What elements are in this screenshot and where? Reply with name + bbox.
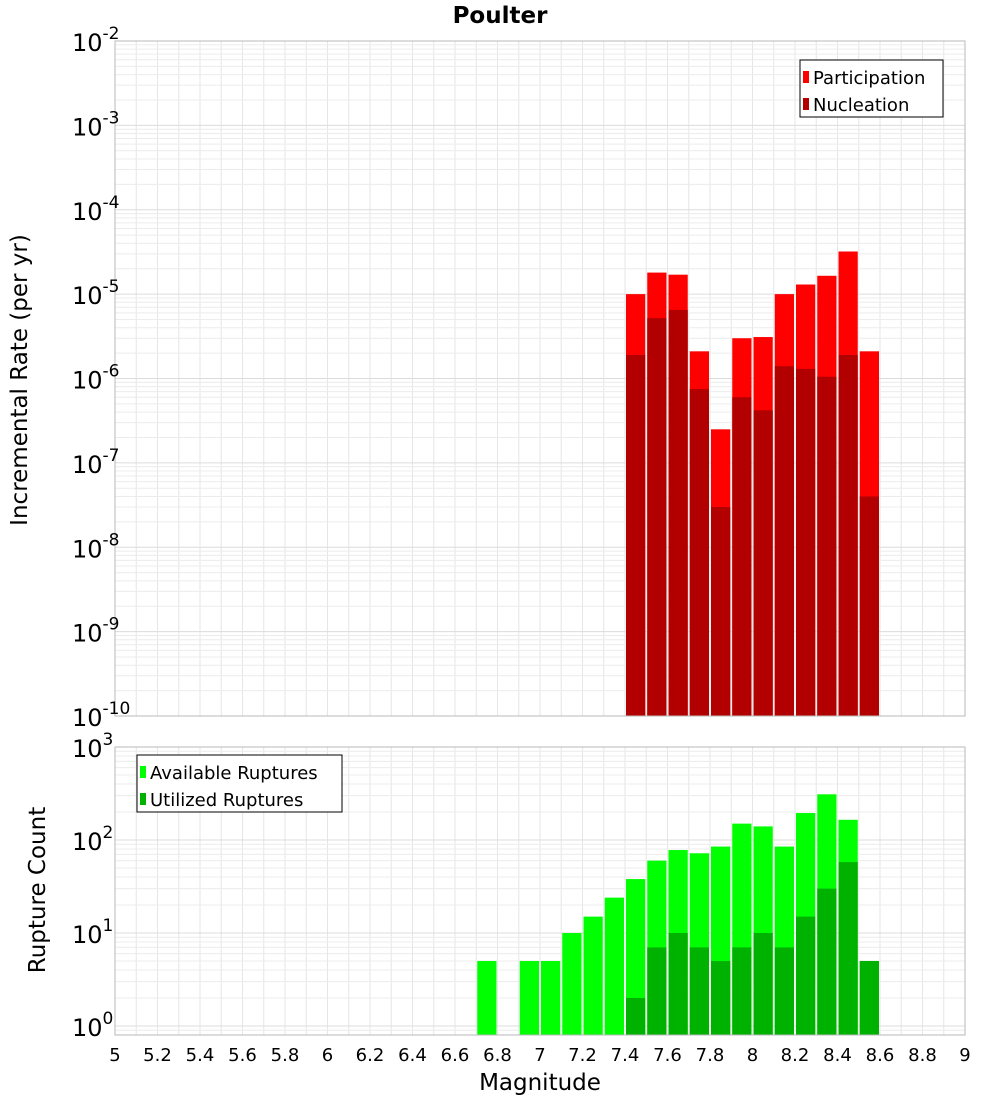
- count-bar: [859, 960, 879, 1035]
- y-tick-label: 10-3: [72, 108, 120, 141]
- x-axis-title: Magnitude: [479, 1070, 601, 1096]
- legend-swatch: [140, 793, 146, 805]
- legend-label: Nucleation: [813, 95, 909, 116]
- rate-bar: [711, 506, 731, 716]
- count-bar: [817, 888, 837, 1035]
- y-tick-label: 102: [72, 823, 113, 856]
- rate-bar: [647, 318, 667, 716]
- rate-bar: [668, 309, 688, 716]
- count-bar: [562, 932, 582, 1035]
- legend-label: Available Ruptures: [150, 763, 318, 784]
- rate-gridlines: [114, 41, 966, 717]
- x-tick-label: 8.4: [823, 1045, 852, 1066]
- rate-bar: [732, 397, 752, 716]
- x-tick-label: 7.8: [696, 1045, 725, 1066]
- rate-bar: [753, 410, 773, 716]
- count-bar: [626, 879, 646, 1035]
- rate-bar: [796, 368, 816, 716]
- count-bar: [732, 947, 752, 1035]
- count-bar: [774, 947, 794, 1035]
- count-bar: [838, 861, 858, 1035]
- y-tick-label: 10-8: [72, 530, 120, 563]
- x-tick-label: 8: [747, 1045, 758, 1066]
- y-axis-title: Rupture Count: [25, 807, 51, 973]
- x-tick-label: 8.8: [908, 1045, 937, 1066]
- count-bar: [689, 947, 709, 1035]
- chart-title: Poulter: [453, 3, 549, 29]
- x-tick-label: 7.4: [611, 1045, 640, 1066]
- count-bar: [519, 960, 539, 1035]
- series-utilized-ruptures: [626, 861, 879, 1035]
- x-tick-label: 6: [322, 1045, 333, 1066]
- x-tick-label: 5: [109, 1045, 120, 1066]
- rate-bar: [838, 354, 858, 716]
- x-tick-label: 6.2: [356, 1045, 385, 1066]
- count-plot-frame: [114, 746, 966, 1036]
- rate-bar: [626, 354, 646, 716]
- legend-swatch: [803, 98, 809, 110]
- count-bar: [753, 932, 773, 1035]
- legend-label: Utilized Ruptures: [150, 790, 303, 811]
- x-tick-label: 7: [534, 1045, 545, 1066]
- rate-legend: Participation Nucleation: [799, 59, 944, 118]
- y-axis-title: Incremental Rate (per yr): [7, 234, 33, 526]
- count-bar: [796, 916, 816, 1035]
- count-bar: [541, 960, 561, 1035]
- count-legend: Available Ruptures Utilized Ruptures: [136, 754, 343, 813]
- x-tick-label: 6.6: [441, 1045, 470, 1066]
- count-bar: [583, 916, 603, 1035]
- bottom-plot-rupture-count: 100 101 102 103 Rupture Count 5 5.2 5.4 5.6 5.8 6 6…: [25, 730, 971, 1066]
- x-tick-label: 5.6: [228, 1045, 257, 1066]
- legend-box: [799, 59, 944, 118]
- x-tick-label: 5.2: [143, 1045, 172, 1066]
- x-tick-label: 9: [959, 1045, 970, 1066]
- y-tick-label: 10-6: [72, 362, 120, 395]
- rate-bar: [859, 496, 879, 716]
- count-bar: [668, 932, 688, 1035]
- x-tick-label: 7.6: [653, 1045, 682, 1066]
- rate-bar: [817, 376, 837, 716]
- x-tick-label: 6.4: [398, 1045, 427, 1066]
- legend-swatch: [140, 766, 146, 778]
- rate-bar: [689, 389, 709, 716]
- x-tick-label: 5.8: [271, 1045, 300, 1066]
- x-tick-label: 5.4: [186, 1045, 215, 1066]
- y-tick-label: 103: [72, 730, 113, 763]
- rate-bar: [774, 366, 794, 716]
- x-tick-label: 8.6: [866, 1045, 895, 1066]
- x-tick-label: 7.2: [568, 1045, 597, 1066]
- y-tick-label: 100: [72, 1009, 113, 1042]
- y-tick-label: 10-5: [72, 277, 120, 310]
- y-tick-label: 10-7: [72, 446, 120, 479]
- y-tick-label: 10-2: [72, 24, 120, 57]
- x-tick-label: 6.8: [483, 1045, 512, 1066]
- legend-swatch: [803, 71, 809, 83]
- rate-plot-frame: [114, 40, 966, 717]
- y-tick-label: 101: [72, 916, 113, 949]
- count-bar: [711, 960, 731, 1035]
- series-nucleation: [626, 309, 879, 716]
- legend-label: Participation: [813, 68, 925, 89]
- y-tick-label: 10-9: [72, 615, 120, 648]
- legend-box: [136, 754, 343, 813]
- count-bar: [477, 960, 497, 1035]
- x-tick-label: 8.2: [781, 1045, 810, 1066]
- count-bar: [626, 997, 646, 1035]
- top-plot-rate: 10-10 10-9 10-8 10-7 10-6 10-5 10-4 10-3 10-2 Inc…: [7, 24, 966, 732]
- count-bar: [647, 947, 667, 1035]
- count-bar: [604, 897, 624, 1035]
- y-tick-label: 10-4: [72, 193, 120, 226]
- y-tick-label: 10-10: [72, 699, 130, 732]
